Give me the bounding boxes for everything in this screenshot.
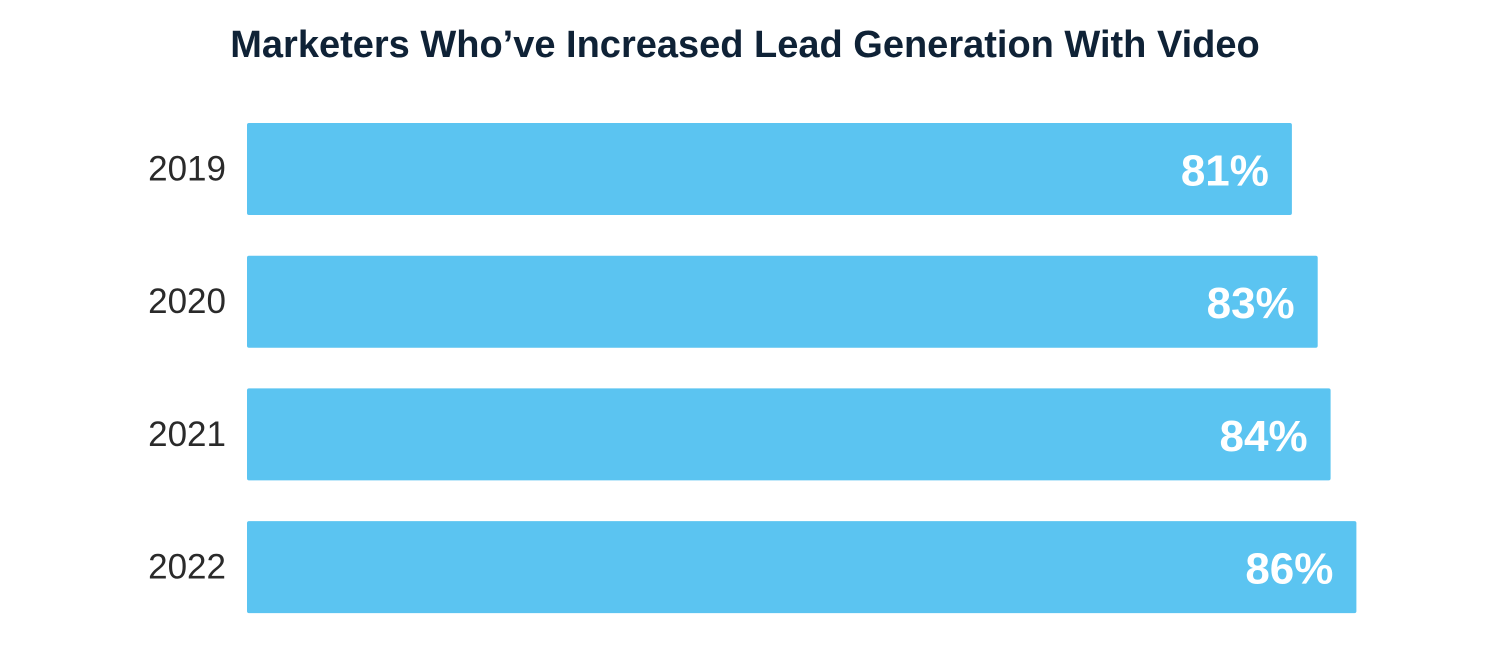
category-label-2019: 2019: [148, 150, 226, 189]
chart-title: Marketers Who’ve Increased Lead Generati…: [230, 24, 1260, 66]
bar-2019: [247, 123, 1292, 215]
category-label-2020: 2020: [148, 282, 226, 321]
value-label-2020: 83%: [1207, 279, 1295, 328]
category-label-2022: 2022: [148, 548, 226, 587]
value-label-2021: 84%: [1220, 412, 1308, 461]
value-label-2019: 81%: [1181, 147, 1269, 196]
bar-2021: [247, 388, 1331, 481]
value-label-2022: 86%: [1245, 545, 1333, 594]
bar-2020: [247, 255, 1318, 348]
bar-2022: [247, 521, 1357, 614]
category-label-2021: 2021: [148, 415, 226, 454]
bars-group: 2019 81% 2020 83% 2021 84% 2022 86%: [148, 123, 1357, 614]
